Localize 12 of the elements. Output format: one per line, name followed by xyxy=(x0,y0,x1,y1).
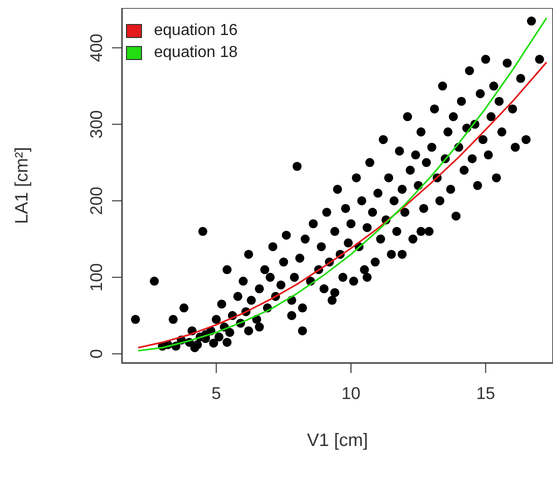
y-tick-label: 400 xyxy=(87,34,106,62)
y-tick-label: 0 xyxy=(87,349,106,359)
y-tick-label: 200 xyxy=(87,186,106,215)
legend-label: equation 18 xyxy=(154,44,238,62)
x-tick-label: 10 xyxy=(342,384,360,404)
x-tick-label: 5 xyxy=(212,384,222,404)
y-tick-label: 100 xyxy=(87,263,106,292)
y-tick-label: 300 xyxy=(87,110,106,138)
x-axis-title: V1 [cm] xyxy=(306,430,368,450)
x-tick-label: 15 xyxy=(476,384,496,404)
y-axis-title: LA1 [cm²] xyxy=(11,146,32,224)
legend-label: equation 16 xyxy=(154,22,238,40)
